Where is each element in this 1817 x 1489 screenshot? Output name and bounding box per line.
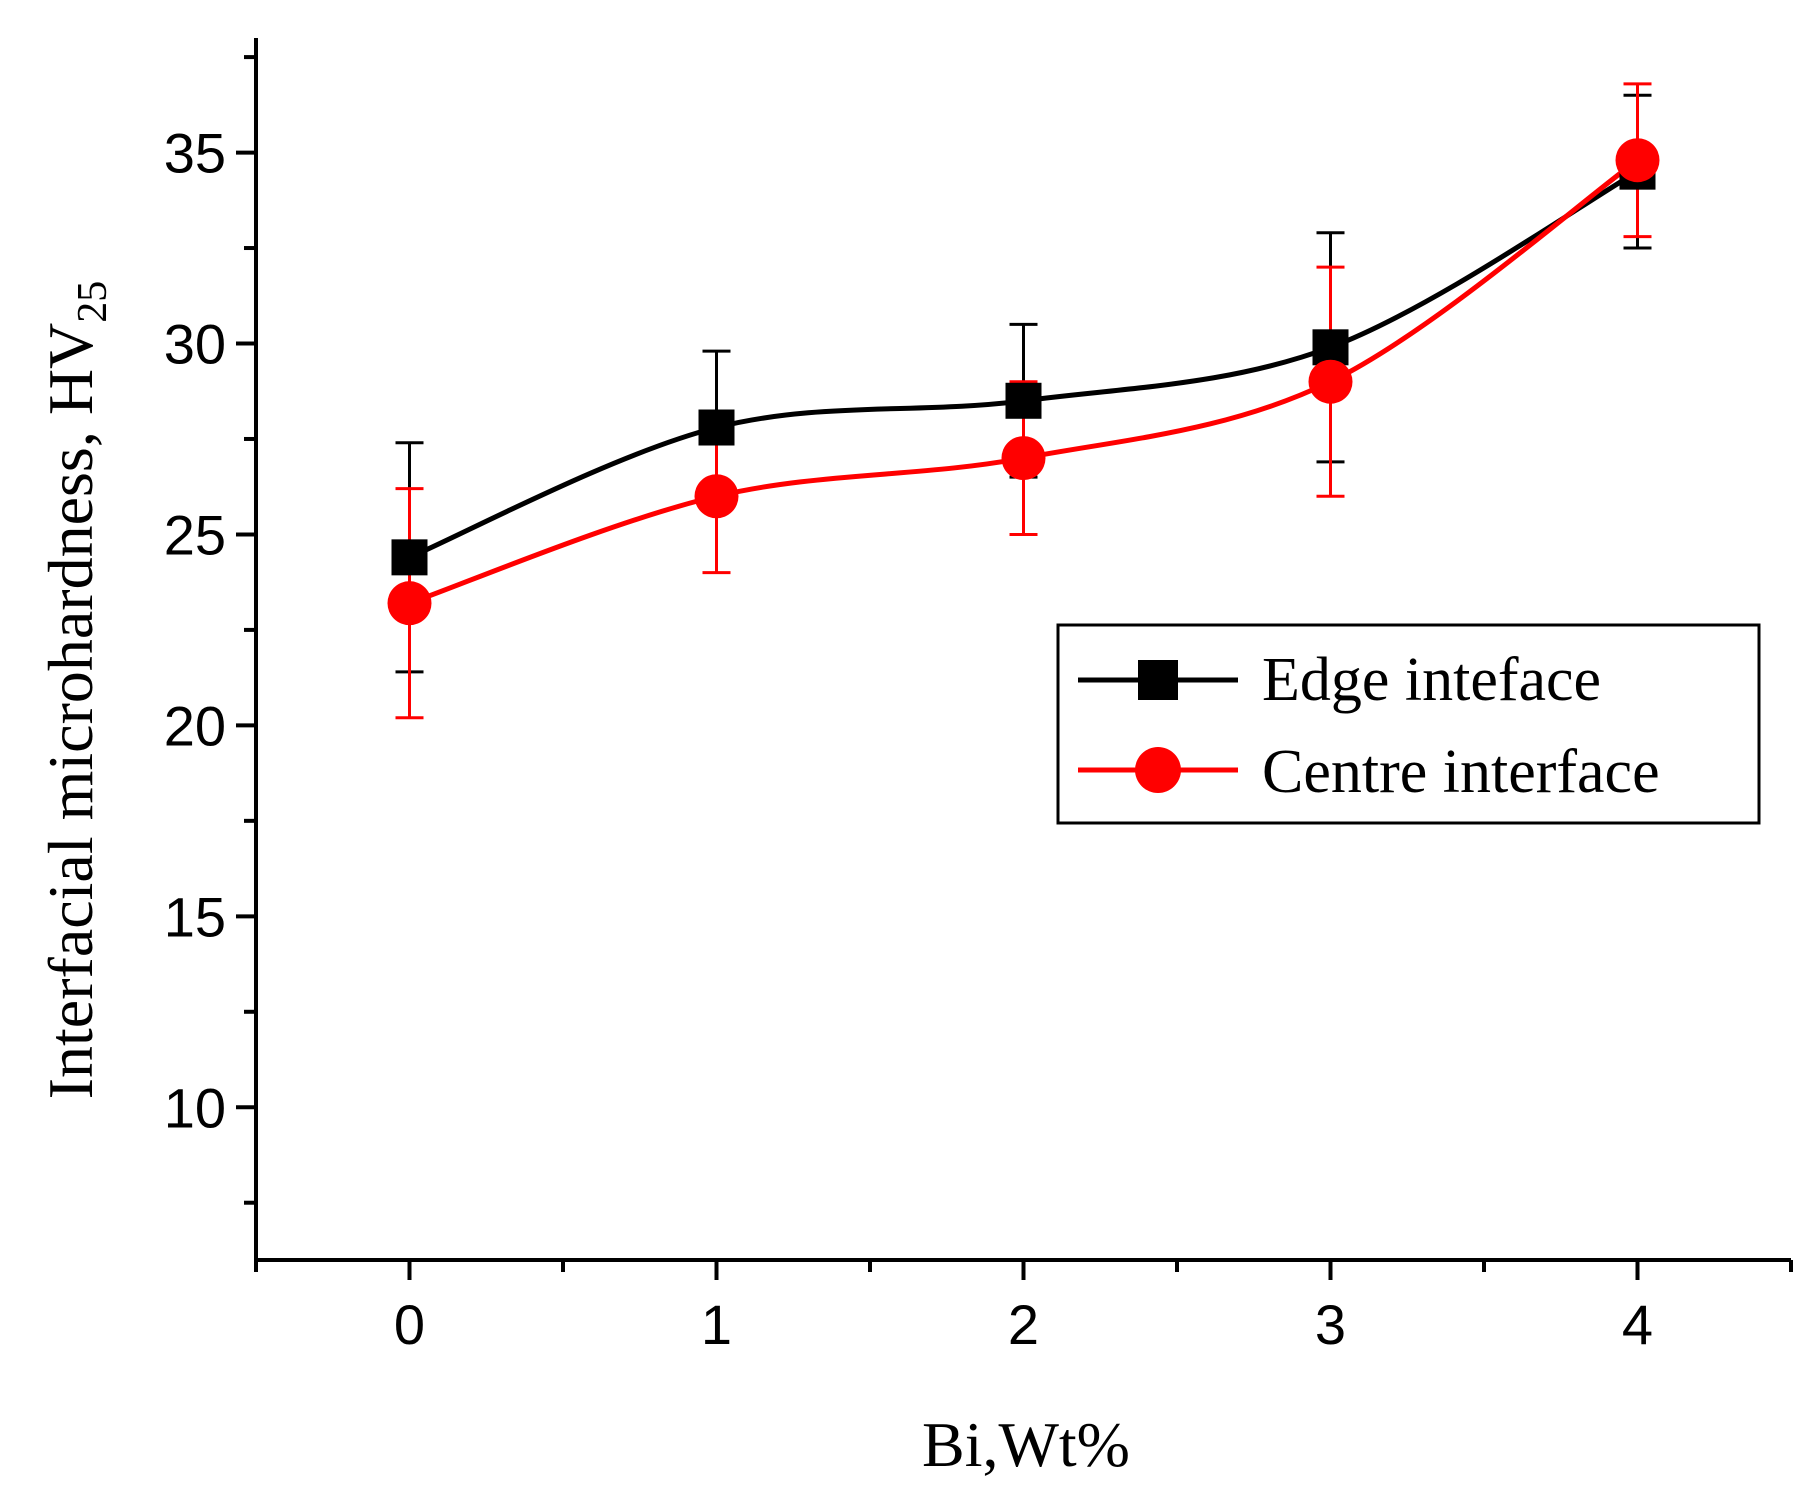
legend-label-centre: Centre interface (1262, 738, 1660, 806)
y-axis-title-main: Interfacial microhardness, HV (35, 323, 106, 1100)
data-point-centre (694, 474, 739, 519)
data-point-centre (1001, 436, 1046, 481)
data-point-centre (1308, 359, 1353, 404)
axes: 0 1 2 3 4 10 15 20 25 30 35 (164, 38, 1793, 1356)
y-tick-label: 10 (164, 1076, 226, 1139)
y-tick-label: 15 (164, 885, 226, 948)
y-axis-title: Interfacial microhardness, HV25 (35, 281, 116, 1100)
legend-marker-edge (1138, 660, 1178, 700)
data-point-centre (387, 581, 432, 626)
x-axis-title: Bi,Wt% (922, 1409, 1130, 1480)
data-point-edge (1312, 329, 1349, 366)
data-point-edge (391, 539, 428, 576)
x-tick-label: 0 (394, 1293, 425, 1356)
x-tick-label: 4 (1622, 1293, 1653, 1356)
legend-box (1056, 623, 1761, 825)
data-point-centre (1615, 138, 1660, 183)
legend: Edge inteface Centre interface (1056, 623, 1761, 825)
x-tick-label: 1 (701, 1293, 732, 1356)
y-tick-label: 25 (164, 503, 226, 566)
y-axis-title-subscript: 25 (70, 281, 116, 323)
x-tick-label: 3 (1315, 1293, 1346, 1356)
data-point-edge (698, 409, 735, 446)
data-point-edge (1005, 382, 1042, 419)
series-layer (387, 82, 1660, 720)
x-tick-label: 2 (1008, 1293, 1039, 1356)
legend-label-edge: Edge inteface (1262, 646, 1601, 714)
y-tick-label: 35 (164, 122, 226, 185)
y-tick-label: 30 (164, 313, 226, 376)
y-tick-label: 20 (164, 694, 226, 757)
legend-marker-centre (1135, 747, 1181, 793)
